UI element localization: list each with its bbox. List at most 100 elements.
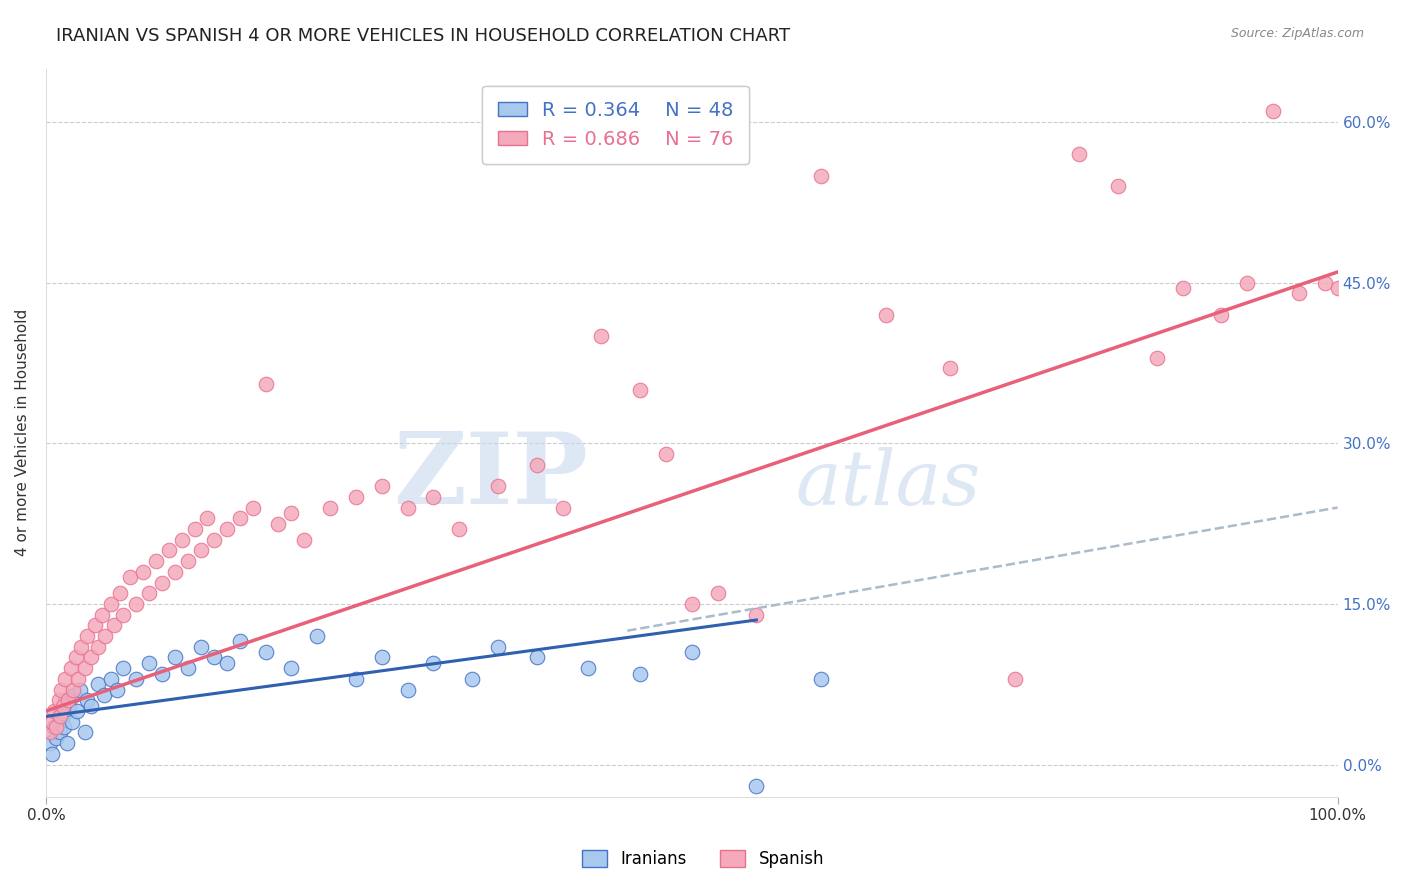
Point — [371, 479, 394, 493]
Point — [307, 629, 329, 643]
Point — [65, 650, 87, 665]
Point — [396, 682, 419, 697]
Point — [52, 698, 75, 713]
Point — [526, 458, 548, 472]
Point — [628, 666, 651, 681]
Point — [1211, 308, 1233, 322]
Point — [80, 650, 103, 665]
Point — [80, 698, 103, 713]
Point — [108, 586, 131, 600]
Point — [59, 661, 82, 675]
Point — [449, 522, 471, 536]
Point — [655, 447, 678, 461]
Point — [215, 656, 238, 670]
Text: atlas: atlas — [796, 447, 980, 521]
Point — [1326, 281, 1348, 295]
Point — [254, 645, 277, 659]
Point — [280, 661, 302, 675]
Point — [90, 607, 112, 622]
Point — [371, 650, 394, 665]
Point — [49, 709, 72, 723]
Y-axis label: 4 or more Vehicles in Household: 4 or more Vehicles in Household — [15, 309, 30, 557]
Point — [319, 500, 342, 515]
Point — [51, 682, 73, 697]
Point — [125, 672, 148, 686]
Point — [53, 720, 76, 734]
Point — [38, 736, 60, 750]
Point — [118, 570, 141, 584]
Point — [48, 693, 70, 707]
Point — [52, 709, 75, 723]
Point — [1004, 672, 1026, 686]
Point — [681, 597, 703, 611]
Point — [76, 629, 98, 643]
Point — [60, 714, 83, 729]
Point — [267, 516, 290, 531]
Point — [41, 747, 63, 761]
Point — [292, 533, 315, 547]
Point — [1288, 286, 1310, 301]
Point — [190, 543, 212, 558]
Point — [86, 640, 108, 654]
Point — [745, 779, 768, 793]
Point — [157, 543, 180, 558]
Point — [875, 308, 897, 322]
Point — [183, 522, 205, 536]
Point — [84, 618, 107, 632]
Point — [526, 650, 548, 665]
Point — [810, 672, 832, 686]
Point — [254, 377, 277, 392]
Point — [112, 661, 135, 675]
Point — [45, 720, 67, 734]
Point — [706, 586, 728, 600]
Point — [150, 575, 173, 590]
Point — [396, 500, 419, 515]
Point — [49, 725, 72, 739]
Point — [105, 682, 128, 697]
Legend: Iranians, Spanish: Iranians, Spanish — [575, 843, 831, 875]
Point — [170, 533, 193, 547]
Point — [1261, 104, 1284, 119]
Point — [228, 634, 250, 648]
Text: Source: ZipAtlas.com: Source: ZipAtlas.com — [1230, 27, 1364, 40]
Point — [150, 666, 173, 681]
Point — [551, 500, 574, 515]
Point — [48, 714, 70, 729]
Point — [1236, 276, 1258, 290]
Point — [1146, 351, 1168, 365]
Point — [93, 688, 115, 702]
Point — [70, 640, 93, 654]
Point — [1171, 281, 1194, 295]
Point — [486, 479, 509, 493]
Point — [215, 522, 238, 536]
Point — [810, 169, 832, 183]
Point — [486, 640, 509, 654]
Point — [69, 682, 91, 697]
Point — [66, 704, 89, 718]
Point — [76, 693, 98, 707]
Point — [53, 672, 76, 686]
Point — [86, 677, 108, 691]
Point — [51, 704, 73, 718]
Point — [681, 645, 703, 659]
Point — [63, 688, 86, 702]
Point — [42, 720, 65, 734]
Point — [628, 383, 651, 397]
Point — [41, 714, 63, 729]
Point — [202, 533, 225, 547]
Point — [100, 672, 122, 686]
Point — [177, 661, 200, 675]
Point — [190, 640, 212, 654]
Point — [344, 490, 367, 504]
Point — [1107, 179, 1129, 194]
Point — [242, 500, 264, 515]
Point — [165, 650, 187, 665]
Point — [58, 698, 80, 713]
Point — [1313, 276, 1336, 290]
Point — [53, 693, 76, 707]
Point — [112, 607, 135, 622]
Point — [344, 672, 367, 686]
Text: IRANIAN VS SPANISH 4 OR MORE VEHICLES IN HOUSEHOLD CORRELATION CHART: IRANIAN VS SPANISH 4 OR MORE VEHICLES IN… — [56, 27, 790, 45]
Point — [1069, 147, 1091, 161]
Point — [73, 661, 96, 675]
